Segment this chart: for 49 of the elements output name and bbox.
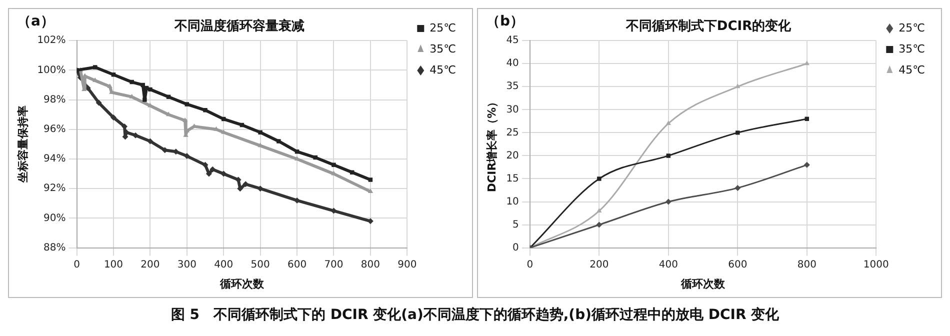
y-tick-label: 88% [44, 242, 66, 254]
x-axis-title: 循环次数 [680, 277, 726, 290]
y-tick-label: 10 [506, 196, 519, 208]
legend-label: 35℃ [430, 42, 456, 56]
legend-label: 35℃ [898, 42, 926, 56]
x-tick-label: 800 [360, 259, 380, 270]
y-tick-label: 45 [506, 35, 519, 46]
y-tick-label: 96% [44, 124, 66, 135]
x-axis-title: 循环次数 [218, 277, 265, 290]
x-tick-label: 0 [74, 259, 80, 270]
caption: 图 5 不同循环制式下的 DCIR 变化(a)不同温度下的循环趋势,(b)循环过程中的放电 DCIR 变化 [170, 306, 780, 324]
text: （a） [17, 14, 54, 30]
y-tick-label: 92% [44, 183, 66, 194]
y-tick-label: 15 [506, 173, 519, 184]
x-tick-label: 0 [526, 259, 534, 270]
x-tick-label: 100 [104, 259, 124, 270]
legend-label: 45℃ [898, 63, 926, 76]
x-tick-label: 300 [177, 259, 196, 270]
y-tick-label: 90% [44, 212, 66, 224]
text: （b） [486, 14, 524, 30]
x-tick-label: 1000 [863, 259, 889, 270]
y-tick-label: 40 [506, 58, 519, 70]
y-axis-title: 坐标容量保持率 [16, 106, 30, 184]
legend-label: 25℃ [430, 21, 456, 34]
y-tick-label: 25 [506, 127, 519, 138]
y-axis-title: DCIR增长率（%） [485, 96, 498, 192]
y-tick-label: 20 [506, 150, 519, 162]
y-tick-label: 5 [512, 219, 519, 230]
y-tick-label: 98% [44, 94, 66, 106]
y-tick-label: 30 [506, 104, 519, 116]
x-tick-label: 700 [324, 259, 344, 270]
x-tick-label: 200 [590, 259, 609, 270]
x-tick-label: 200 [140, 259, 160, 270]
chart-title: 不同温度循环容量衰减 [174, 18, 304, 34]
chart-title: 不同循环制式下DCIR的变化 [624, 18, 792, 34]
y-tick-label: 100% [37, 64, 66, 76]
x-tick-label: 800 [797, 259, 816, 270]
y-tick-label: 35 [506, 81, 519, 92]
legend-label: 45℃ [430, 63, 456, 76]
legend-label: 25℃ [898, 21, 926, 34]
x-tick-label: 400 [214, 259, 234, 270]
x-tick-label: 400 [658, 259, 678, 270]
y-tick-label: 102% [37, 35, 66, 46]
y-tick-label: 94% [44, 154, 66, 165]
x-tick-label: 500 [250, 259, 270, 270]
x-tick-label: 600 [287, 259, 307, 270]
y-tick-label: 0 [512, 242, 519, 254]
x-tick-label: 900 [398, 259, 417, 270]
x-tick-label: 600 [728, 259, 748, 270]
